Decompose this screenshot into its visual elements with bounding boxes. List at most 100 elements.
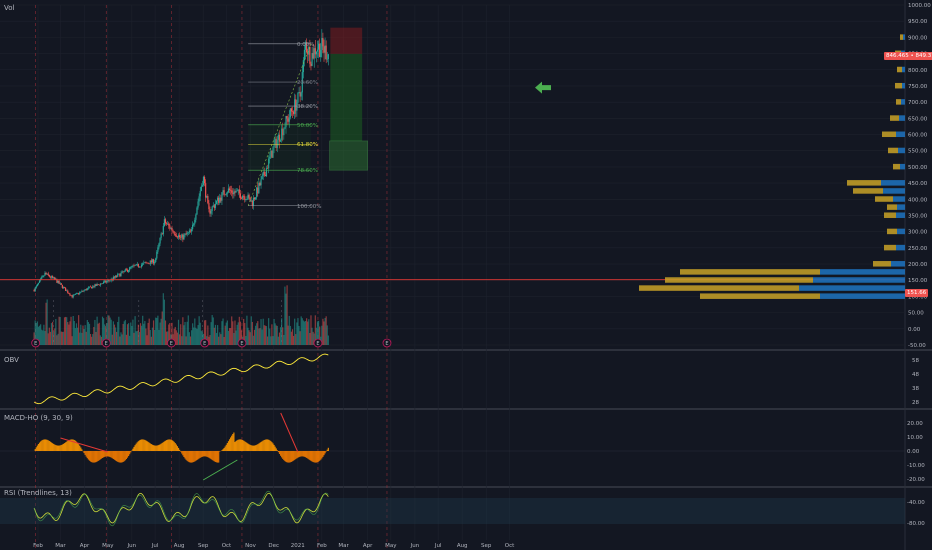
- volume-bar: [253, 329, 256, 345]
- candle-body: [326, 59, 328, 60]
- candle-body: [231, 190, 233, 193]
- macd-histogram-bar: [60, 445, 62, 451]
- y-tick-label: 900.00: [908, 35, 928, 41]
- candle-body: [221, 192, 223, 201]
- macd-histogram-bar: [272, 443, 274, 451]
- candle-body: [271, 150, 273, 158]
- volume-bar: [319, 326, 321, 345]
- candle-body: [278, 134, 281, 142]
- macd-histogram-bar: [253, 445, 256, 451]
- candle-body: [93, 286, 95, 288]
- volume-bar: [198, 316, 200, 345]
- candle-body: [246, 199, 248, 200]
- macd-histogram-bar: [314, 451, 316, 463]
- candle-body: [103, 281, 105, 284]
- volume-bar: [236, 324, 238, 345]
- volume-bar: [257, 321, 259, 345]
- candle-body: [184, 233, 186, 235]
- candle-body: [217, 197, 219, 201]
- time-axis[interactable]: Feb Mar Apr May Jun Jul Aug Sep Oct Nov Dec 2021 Feb…: [33, 543, 515, 549]
- candle-body: [99, 283, 101, 286]
- volume-bar: [156, 317, 158, 345]
- candle-body: [311, 53, 313, 66]
- candle-body: [91, 286, 93, 289]
- macd-histogram-bar: [101, 451, 104, 458]
- candle-body: [270, 150, 272, 157]
- candle-body: [250, 200, 252, 202]
- earnings-marker: [313, 338, 323, 348]
- volume-bar: [304, 320, 307, 345]
- volume-bar: [286, 285, 288, 345]
- volume-bar: [249, 332, 251, 345]
- macd-histogram-bar: [231, 435, 233, 451]
- volume-profile-up: [882, 131, 896, 138]
- volume-bar: [116, 331, 118, 345]
- candle-body: [144, 262, 146, 263]
- volume-bar: [251, 321, 253, 345]
- candle-body: [297, 92, 299, 103]
- volume-bar: [160, 318, 162, 345]
- macd-histogram-bar: [288, 451, 290, 463]
- candle-body: [258, 182, 260, 194]
- macd-histogram-bar: [258, 443, 260, 451]
- candle-body: [151, 259, 154, 263]
- macd-histogram-bar: [148, 442, 150, 451]
- candle-body: [202, 176, 205, 186]
- macd-histogram-bar: [53, 443, 55, 451]
- volume-bar: [298, 325, 300, 345]
- candle-body: [139, 266, 142, 268]
- macd-histogram-bar: [281, 451, 283, 458]
- main-price-pane: 0.00% 23.60% 38.20% 50.00% 61.80% 78.60% 100.0…: [0, 27, 905, 348]
- volume-profile-up: [873, 261, 891, 267]
- candle-body: [160, 233, 162, 238]
- volume-bar: [196, 328, 198, 345]
- volume-bar: [269, 328, 271, 345]
- candle-body: [72, 295, 74, 298]
- volume-bar: [297, 318, 299, 345]
- macd-histogram-bar: [94, 451, 96, 463]
- macd-histogram-bar: [221, 450, 223, 451]
- volume-bar: [311, 327, 313, 345]
- candle-body: [200, 186, 202, 191]
- macd-histogram-bar: [323, 451, 325, 456]
- macd-histogram-bar: [201, 451, 204, 457]
- macd-histogram-bar: [47, 440, 49, 451]
- macd-histogram-bar: [197, 451, 199, 460]
- macd-histogram-bar: [255, 445, 257, 451]
- volume-bar: [266, 336, 269, 345]
- macd-histogram-bar: [55, 445, 57, 451]
- macd-histogram-bar: [163, 441, 166, 451]
- macd-histogram-bar: [240, 439, 243, 451]
- candle-body: [198, 196, 200, 202]
- rsi-signal-line: [33, 490, 329, 527]
- candle-body: [279, 139, 282, 142]
- volume-bar: [231, 316, 233, 345]
- macd-histogram-bar: [308, 451, 310, 460]
- volume-bar: [261, 329, 263, 345]
- stop-loss-zone: [330, 27, 363, 54]
- candle-body: [245, 199, 247, 201]
- candle-body: [158, 243, 160, 248]
- current-price-tag[interactable]: 846.465 • 849.31: [884, 52, 932, 60]
- macd-histogram-bar: [287, 451, 289, 463]
- candle-body: [308, 46, 310, 55]
- candle-body: [89, 286, 92, 288]
- volume-bar: [148, 318, 150, 345]
- fib-zone: [248, 124, 311, 171]
- candle-body: [255, 197, 257, 200]
- macd-histogram-bar: [87, 451, 90, 460]
- volume-profile-down: [900, 163, 905, 170]
- candle-body: [247, 194, 249, 200]
- candle-body: [219, 197, 221, 203]
- candle-body: [206, 195, 208, 198]
- volume-bar: [154, 330, 156, 345]
- x-tick-label: Aug: [457, 543, 468, 549]
- volume-profile-down: [896, 244, 905, 251]
- candle-body: [287, 118, 289, 122]
- macd-histogram-bar: [51, 443, 54, 451]
- horizontal-line-tag[interactable]: 151.66: [905, 289, 929, 297]
- volume-bar: [38, 325, 41, 345]
- volume-bar: [300, 316, 302, 345]
